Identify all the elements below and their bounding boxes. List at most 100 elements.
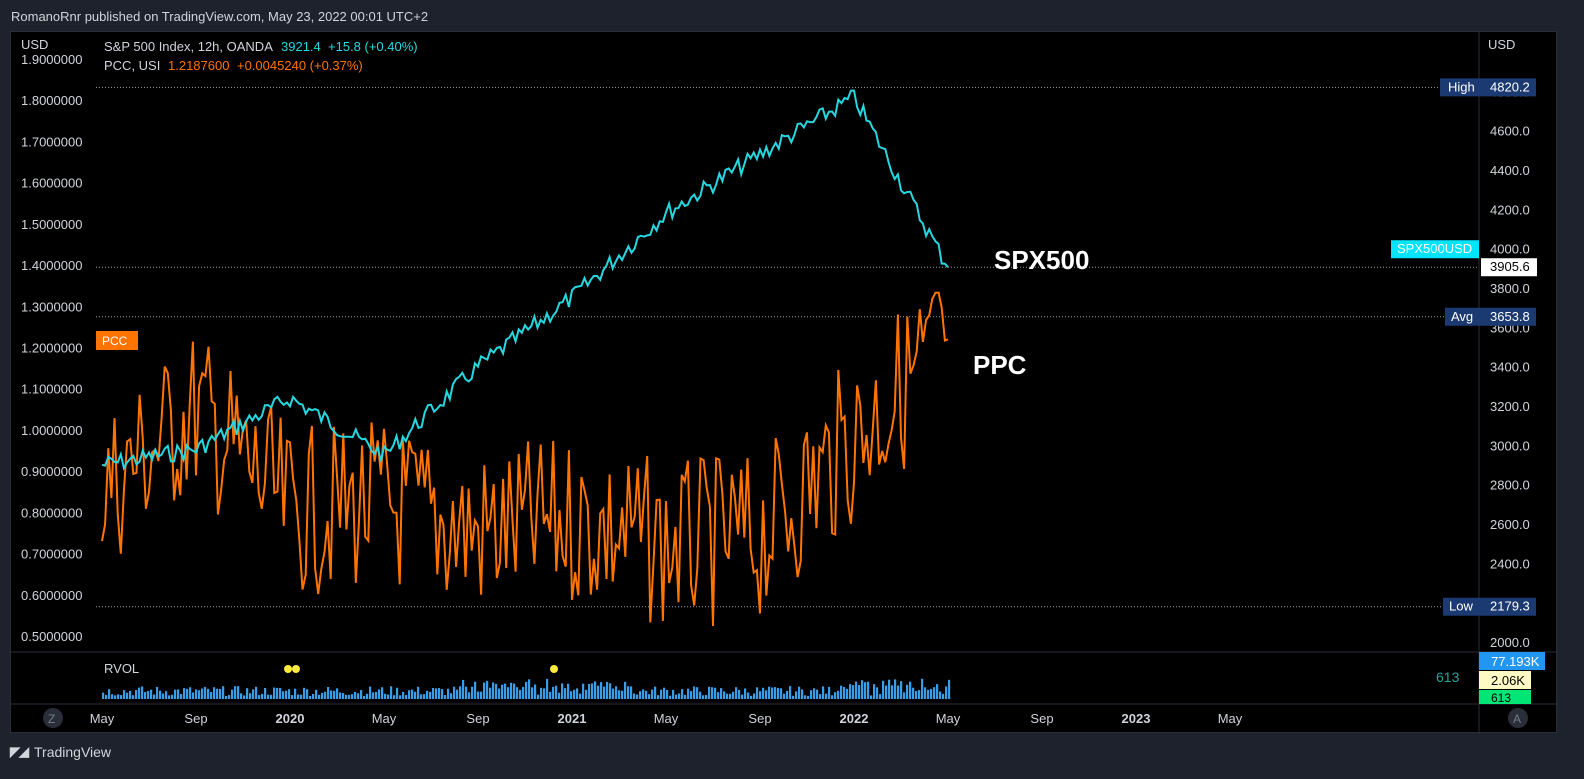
rvol-bar [849,684,852,699]
rvol-bar [162,693,165,699]
rvol-bar [330,690,333,699]
rvol-bar [444,695,447,699]
rvol-bar [798,686,801,699]
rvol-bar [648,694,651,699]
rvol-bar [657,695,660,699]
rvol-bar [261,693,264,699]
rvol-bar [942,693,945,699]
time-tick-label: Sep [184,711,207,726]
rvol-bar [357,693,360,699]
rvol-bar [549,691,552,699]
rvol-bar [402,691,405,699]
rvol-bar [351,694,354,699]
high-tag: High [1448,79,1475,94]
rvol-bar [141,686,144,699]
rvol-bar [771,687,774,699]
right-tick-label: 3800.0 [1490,281,1530,296]
rvol-bar [753,693,756,699]
chart-frame[interactable]: 0.5000000 0.6000000 0.7000000 0.8000000 0.90… [10,31,1558,734]
rvol-bar [786,690,789,699]
rvol-bar [288,689,291,699]
auto-scale-button[interactable] [1508,708,1528,728]
rvol-bar [558,692,561,699]
rvol-badge: 613 [1491,691,1511,705]
rvol-bar [360,690,363,699]
rvol-bar [525,681,528,699]
rvol-bar [279,687,282,699]
time-axis: May Sep 2020 May Sep 2021 May Sep 2022 May Sep 2023… [90,711,1243,726]
rvol-bar [744,688,747,699]
rvol-bar [711,687,714,699]
rvol-bar [132,695,135,699]
rvol-bar [663,687,666,699]
rvol-bar [513,683,516,699]
rvol-bar [387,694,390,699]
left-tick-label: 1.1000000 [21,382,82,397]
time-tick-label: May [372,711,397,726]
rvol-bar [897,685,900,699]
pcc-series-line [101,291,949,627]
rvol-bar [105,694,108,699]
rvol-bar [540,687,543,699]
rvol-bar [930,688,933,699]
rvol-marker-dot [550,665,558,673]
legend-spx-name: S&P 500 Index, 12h, OANDA [104,39,273,54]
rvol-marker-dot [292,665,300,673]
rvol-bar [225,695,228,699]
rvol-bar [282,691,285,699]
rvol-bar [135,689,138,699]
rvol-bar [603,686,606,699]
left-tick-label: 0.8000000 [21,505,82,520]
spx-series-line [101,89,949,471]
rvol-bar [300,694,303,699]
rvol-histogram [102,678,951,699]
rvol-bar [339,692,342,699]
rvol-bar [705,694,708,699]
rvol-bar [273,687,276,699]
rvol-value: 613 [1436,669,1460,685]
rvol-bar [912,687,915,699]
rvol-bar [708,686,711,699]
rvol-bar [879,694,882,699]
rvol-bar [591,683,594,699]
rvol-bar [633,693,636,699]
rvol-bar [825,693,828,699]
rvol-bar [939,691,942,699]
rvol-bar [780,688,783,699]
rvol-bar [234,686,237,699]
rvol-bar [765,690,768,699]
rvol-bar [696,687,699,699]
rvol-bar [936,684,939,699]
rvol-bar [858,685,861,699]
rvol-bar [324,691,327,699]
footer: ◤◢ TradingView [10,744,111,760]
pcc-tag: PCC [102,334,128,348]
left-tick-label: 1.8000000 [21,93,82,108]
rvol-bar [420,694,423,699]
rvol-bar [285,690,288,699]
right-tick-label: 3200.0 [1490,399,1530,414]
chart-svg[interactable]: 0.5000000 0.6000000 0.7000000 0.8000000 0.90… [11,32,1558,734]
auto-scale-button-label[interactable]: A [1513,712,1521,726]
time-tick-label: Sep [466,711,489,726]
rvol-bar [621,690,624,699]
rvol-bar [213,687,216,699]
rvol-bar [723,691,726,699]
left-tick-label: 1.0000000 [21,423,82,438]
rvol-bar [180,694,183,699]
right-tick-label: 2400.0 [1490,556,1530,571]
rvol-bar [501,684,504,699]
rvol-bar [675,694,678,699]
rvol-bar [423,694,426,699]
time-tick-label: Sep [748,711,771,726]
rvol-bar [774,687,777,699]
rvol-bar [543,688,546,699]
right-tick-label: 2000.0 [1490,635,1530,650]
rvol-badge: 77.193K [1491,654,1540,669]
rvol-bar [762,687,765,699]
zoom-button-label[interactable]: Z [48,712,55,726]
rvol-bar [153,694,156,699]
rvol-bar [819,694,822,699]
zoom-button[interactable] [43,708,63,728]
legend-spx-change: +15.8 (+0.40%) [328,39,418,54]
